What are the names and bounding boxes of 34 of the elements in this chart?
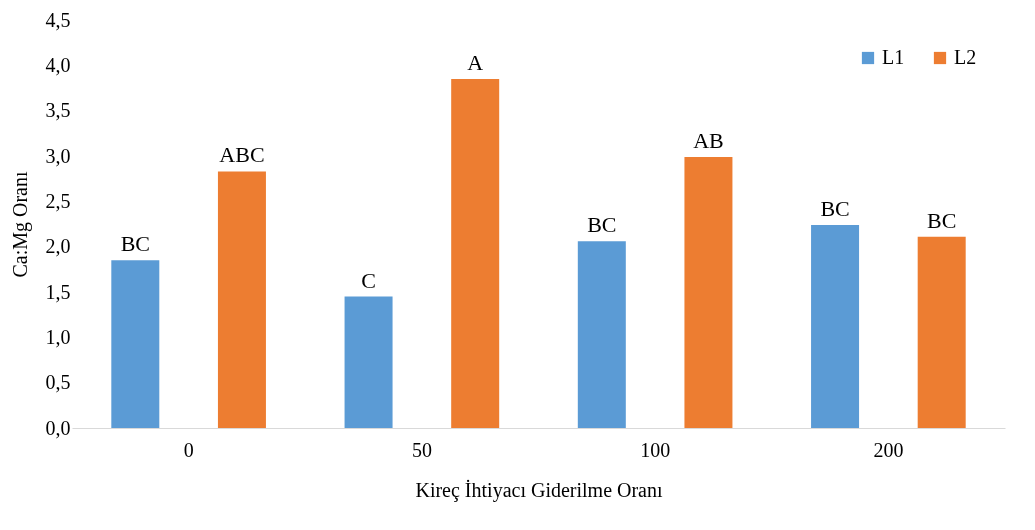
y-tick-label: 3,0 [45,144,71,167]
y-tick-label: 0,5 [45,371,71,394]
y-tick-label: 2,5 [45,189,71,212]
x-tick-label: 200 [873,438,904,461]
data-label: BC [587,212,617,238]
legend-label: L2 [954,46,977,68]
x-tick-label: 50 [411,438,432,461]
data-label: BC [820,195,850,221]
bar [217,171,266,428]
data-label: BC [120,231,150,257]
y-axis-title: Ca:Mg Oranı [8,171,32,278]
y-tick-label: 0,0 [45,416,71,439]
data-label: ABC [219,142,265,168]
data-label: A [467,49,484,75]
y-tick-label: 2,0 [45,235,71,258]
y-tick-label: 1,0 [45,325,71,348]
bar [111,260,160,428]
legend-label: L1 [882,46,905,68]
bar [917,236,966,428]
y-tick-label: 4,0 [45,53,71,76]
bar [344,296,393,428]
data-label: BC [927,207,957,233]
y-tick-label: 4,5 [45,8,71,31]
bar [451,78,500,428]
data-label: C [361,267,376,293]
x-tick-label: 0 [183,438,194,461]
data-label: AB [693,127,724,153]
y-tick-label: 3,5 [45,99,71,122]
y-tick-label: 1,5 [45,280,71,303]
bar [684,156,733,428]
bar [811,224,860,428]
x-tick-label: 100 [640,438,671,461]
x-axis-title: Kireç İhtiyacı Giderilme Oranı [415,478,663,502]
bar [577,241,626,428]
